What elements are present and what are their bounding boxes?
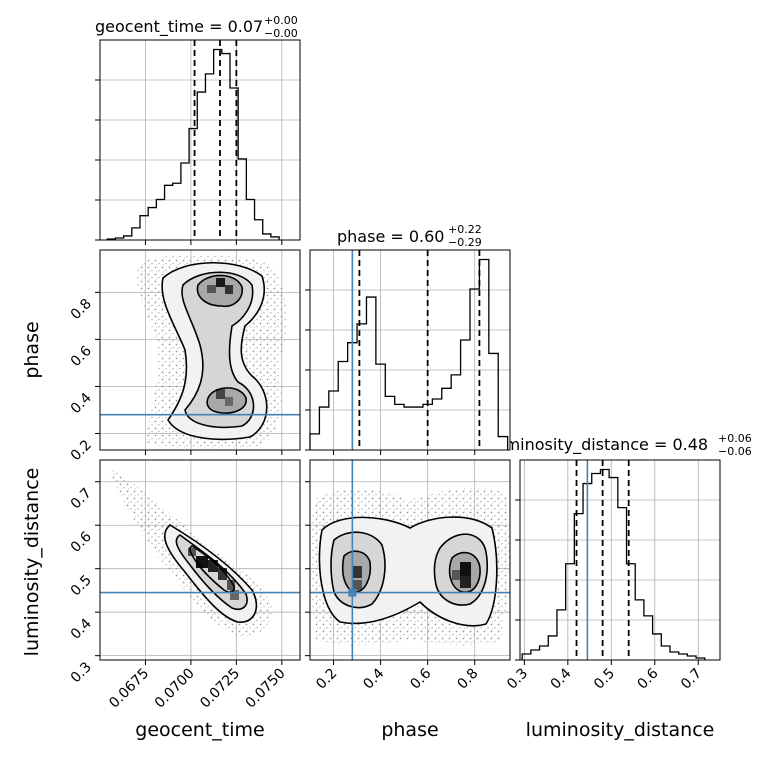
y-tick-label: 0.6 xyxy=(68,529,95,556)
title-luminosity-distance-plus: +0.06 xyxy=(718,432,752,445)
x-tick-label: 0.7 xyxy=(678,666,705,693)
x-tick-label: 0.2 xyxy=(313,666,340,693)
x-tick-label: 0.0750 xyxy=(243,666,289,712)
panel-luminosity-distance-vs-phase: 0.2 0.4 0.6 0.8 xyxy=(305,459,511,693)
title-geocent-time: geocent_time = 0.07 xyxy=(95,17,263,37)
x-tick-label: 0.4 xyxy=(360,665,387,692)
panel-frame xyxy=(99,39,301,241)
title-geocent-time-minus: −0.00 xyxy=(264,27,298,40)
y-tick-label: 0.8 xyxy=(68,296,95,323)
x-tick-label: 0.4 xyxy=(548,665,575,692)
ylabel-luminosity-distance: luminosity_distance xyxy=(21,468,43,657)
truth-marker xyxy=(348,588,357,597)
y-tick-label: 0.6 xyxy=(68,343,95,370)
x-tick-label: 0.3 xyxy=(504,666,531,693)
x-tick-label: 0.6 xyxy=(407,665,434,692)
title-geocent-time-plus: +0.00 xyxy=(264,14,298,27)
title-phase-minus: −0.29 xyxy=(448,236,482,249)
x-tick-label: 0.8 xyxy=(454,666,481,693)
panel-frame xyxy=(99,249,301,451)
histogram-geocent_time xyxy=(106,48,280,240)
ylabel-phase: phase xyxy=(21,321,43,378)
y-tick-label: 0.5 xyxy=(68,572,95,599)
x-tick-label: 0.5 xyxy=(591,666,618,693)
panel-frame xyxy=(309,459,511,661)
x-tick-label: 0.6 xyxy=(635,665,662,692)
panel-frame xyxy=(99,459,301,661)
y-tick-label: 0.2 xyxy=(68,437,95,464)
y-tick-label: 0.4 xyxy=(68,390,95,417)
x-tick-label: 0.0700 xyxy=(152,666,198,712)
panel-frame xyxy=(519,459,721,661)
x-tick-label: 0.0675 xyxy=(106,666,152,712)
y-tick-label: 0.3 xyxy=(68,659,95,686)
panel-geocent-time-histogram xyxy=(95,39,301,245)
panel-luminosity-distance-vs-geocent-time: 0.0675 0.0700 0.0725 0.0750 0.3 0.4 0.5 0.6 0.7 xyxy=(68,459,301,712)
y-tick-label: 0.7 xyxy=(68,485,95,512)
y-tick-label: 0.4 xyxy=(68,616,95,643)
panel-luminosity-distance-histogram: 0.3 0.4 0.5 0.6 0.7 xyxy=(504,459,721,693)
xlabel-luminosity-distance: luminosity_distance xyxy=(526,719,715,741)
xlabel-phase: phase xyxy=(381,719,438,741)
histogram-luminosity_distance xyxy=(521,468,706,660)
title-luminosity-distance-minus: −0.06 xyxy=(718,445,752,458)
title-luminosity-distance: luminosity_distance = 0.48 xyxy=(490,435,708,455)
panel-phase-histogram xyxy=(305,249,511,455)
xlabel-geocent-time: geocent_time xyxy=(135,719,264,741)
histogram-phase xyxy=(309,258,509,450)
title-phase: phase = 0.60 xyxy=(337,227,444,246)
panel-phase-vs-geocent-time: 0.2 0.4 0.6 0.8 xyxy=(68,249,301,464)
title-phase-plus: +0.22 xyxy=(448,223,482,236)
panel-frame xyxy=(309,249,511,451)
x-tick-label: 0.0725 xyxy=(197,666,243,712)
